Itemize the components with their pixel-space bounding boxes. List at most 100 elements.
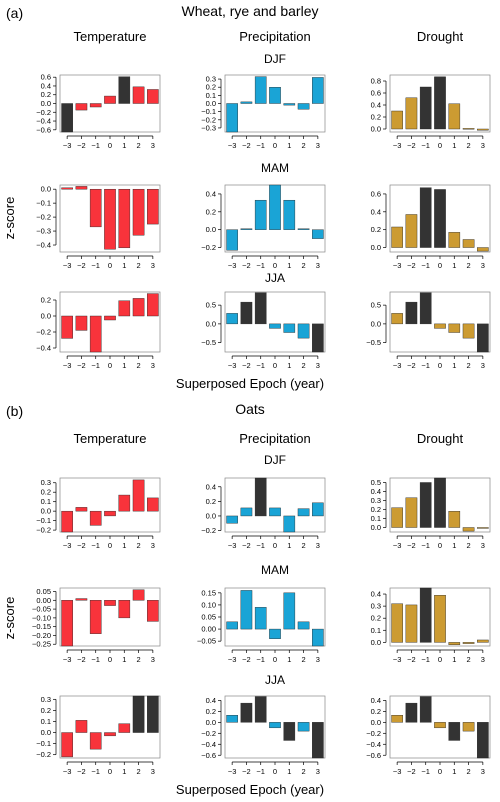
x-tick-label: −3 xyxy=(63,361,72,370)
bar xyxy=(391,313,403,325)
x-tick-label: 3 xyxy=(481,541,485,550)
bar xyxy=(405,214,418,248)
y-tick-label: −0.4 xyxy=(36,241,51,250)
bar xyxy=(297,508,310,517)
x-tick-label: 2 xyxy=(301,141,305,150)
y-tick-label: −0.4 xyxy=(201,740,216,749)
x-axis: −3 −2 −1 0 1 2 3 xyxy=(393,535,485,550)
x-tick-label: 3 xyxy=(151,361,155,370)
bar xyxy=(61,187,73,190)
y-tick-label: 0.4 xyxy=(371,487,381,496)
y-axis: −0.4 −0.3 −0.2 −0.1 0.0 xyxy=(36,185,57,250)
x-tick-label: 1 xyxy=(452,767,456,776)
x-axis: −3 −2 −1 0 1 2 3 xyxy=(228,649,320,664)
plot-frame xyxy=(389,695,491,759)
y-tick-label: 0.1 xyxy=(371,514,381,523)
y-tick-label: 0.4 xyxy=(206,696,216,705)
bar xyxy=(419,187,432,248)
bar xyxy=(89,732,102,750)
bar xyxy=(226,313,238,325)
plot-frame xyxy=(59,477,161,533)
y-tick-label: −0.5 xyxy=(366,338,381,347)
x-tick-label: 1 xyxy=(122,261,126,270)
chart-jja-drought: −0.6 −0.4 −0.2 0.0 0.2 0.4 −3 −2 −1 0 1 2 3 xyxy=(366,695,491,776)
x-axis: −3 −2 −1 0 1 2 3 xyxy=(228,535,320,550)
bar xyxy=(419,86,432,130)
bar xyxy=(391,110,403,130)
x-tick-label: 1 xyxy=(122,655,126,664)
bar xyxy=(147,89,159,104)
y-tick-label: 0.0 xyxy=(41,185,51,194)
plot-frame xyxy=(224,74,326,133)
bar xyxy=(448,722,461,741)
bar xyxy=(132,695,145,733)
x-tick-label: 2 xyxy=(466,767,470,776)
bar xyxy=(75,315,88,331)
x-tick-label: 2 xyxy=(136,655,140,664)
x-axis: −3 −2 −1 0 1 2 3 xyxy=(393,135,485,150)
bar xyxy=(89,510,102,526)
x-tick-label: 3 xyxy=(481,141,485,150)
x-tick-label: 2 xyxy=(301,541,305,550)
bar xyxy=(448,323,461,333)
bar xyxy=(226,229,238,251)
x-axis: −3 −2 −1 0 1 2 3 xyxy=(63,535,155,550)
x-tick-label: 1 xyxy=(287,541,291,550)
y-tick-label: 0.2 xyxy=(41,488,51,497)
panel-title: Oats xyxy=(235,401,265,417)
x-tick-label: 0 xyxy=(108,541,112,550)
y-tick-label: −0.2 xyxy=(201,526,216,535)
bar xyxy=(434,595,446,643)
y-tick-label: 0.4 xyxy=(371,590,381,599)
y-tick-label: 0.2 xyxy=(371,225,381,234)
y-axis: −0.6 −0.4 −0.2 0.0 0.2 0.4 xyxy=(201,696,222,760)
bar xyxy=(89,315,102,353)
y-tick-label: −0.1 xyxy=(36,516,51,525)
x-tick-label: −3 xyxy=(393,541,402,550)
x-tick-label: −2 xyxy=(77,767,86,776)
x-tick-label: −1 xyxy=(256,141,265,150)
y-tick-label: 0.2 xyxy=(41,296,51,305)
y-tick-label: 0.1 xyxy=(206,91,216,100)
y-tick-label: 0.6 xyxy=(41,73,51,82)
x-tick-label: 3 xyxy=(481,655,485,664)
x-tick-label: 3 xyxy=(151,141,155,150)
bar xyxy=(477,128,489,131)
y-axis: 0.0 0.2 0.4 0.6 xyxy=(371,189,387,252)
bar xyxy=(240,301,253,325)
plot-frame xyxy=(224,587,326,647)
column-header-temperature: Temperature xyxy=(74,29,147,44)
x-axis: −3 −2 −1 0 1 2 3 xyxy=(63,355,155,370)
bar xyxy=(254,696,267,723)
panel-b: (b) Oats Temperature Precipitation Drought DJ… xyxy=(2,401,491,797)
x-axis: −3 −2 −1 0 1 2 3 xyxy=(63,255,155,270)
x-tick-label: −1 xyxy=(91,261,100,270)
y-tick-label: 0.10 xyxy=(201,600,216,609)
bar xyxy=(477,527,489,529)
bar xyxy=(405,301,418,325)
y-tick-label: −0.20 xyxy=(32,631,51,640)
bar xyxy=(283,722,296,741)
y-axis: −0.5 0.0 0.5 xyxy=(201,301,222,347)
y-tick-label: 0.2 xyxy=(371,707,381,716)
y-tick-label: 0.2 xyxy=(371,505,381,514)
x-tick-label: −1 xyxy=(256,541,265,550)
y-tick-label: −0.3 xyxy=(36,227,51,236)
y-tick-label: −0.5 xyxy=(201,338,216,347)
x-tick-label: −1 xyxy=(91,767,100,776)
x-tick-label: 0 xyxy=(273,361,277,370)
season-label-jja: JJA xyxy=(265,673,285,687)
bar xyxy=(254,607,267,630)
bar xyxy=(462,239,475,248)
y-tick-label: −0.2 xyxy=(36,750,51,759)
x-tick-label: −2 xyxy=(407,541,416,550)
y-tick-label: 0.2 xyxy=(41,706,51,715)
plot-frame xyxy=(59,184,161,253)
x-tick-label: 1 xyxy=(287,141,291,150)
x-tick-label: −1 xyxy=(421,541,430,550)
x-tick-label: −3 xyxy=(228,655,237,664)
y-axis-title: z-score xyxy=(2,197,17,240)
bar xyxy=(405,497,418,528)
y-tick-label: −0.25 xyxy=(32,640,51,649)
x-tick-label: 3 xyxy=(316,361,320,370)
